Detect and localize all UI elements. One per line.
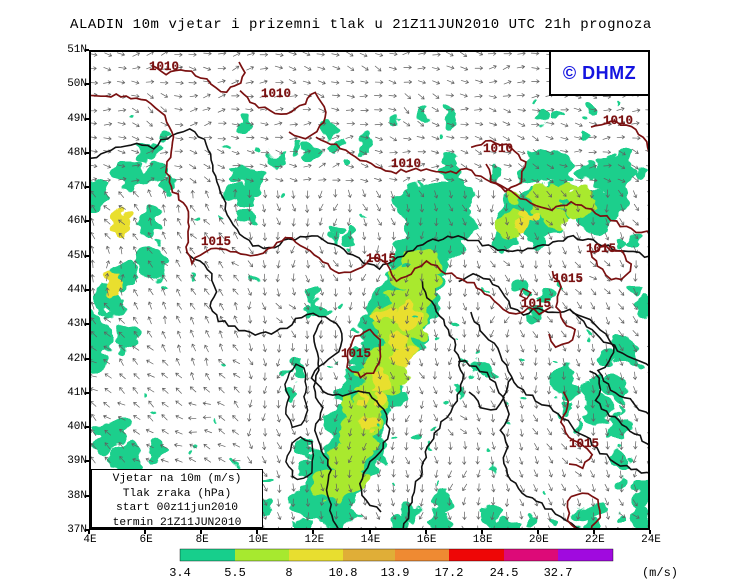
svg-text:13.9: 13.9 (381, 566, 410, 580)
svg-text:10.8: 10.8 (329, 566, 358, 580)
svg-text:5.5: 5.5 (224, 566, 246, 580)
svg-text:3.4: 3.4 (169, 566, 191, 580)
svg-text:24.5: 24.5 (490, 566, 519, 580)
svg-text:(m/s): (m/s) (642, 566, 678, 580)
svg-text:8: 8 (285, 566, 292, 580)
svg-text:17.2: 17.2 (435, 566, 464, 580)
svg-text:32.7: 32.7 (544, 566, 573, 580)
